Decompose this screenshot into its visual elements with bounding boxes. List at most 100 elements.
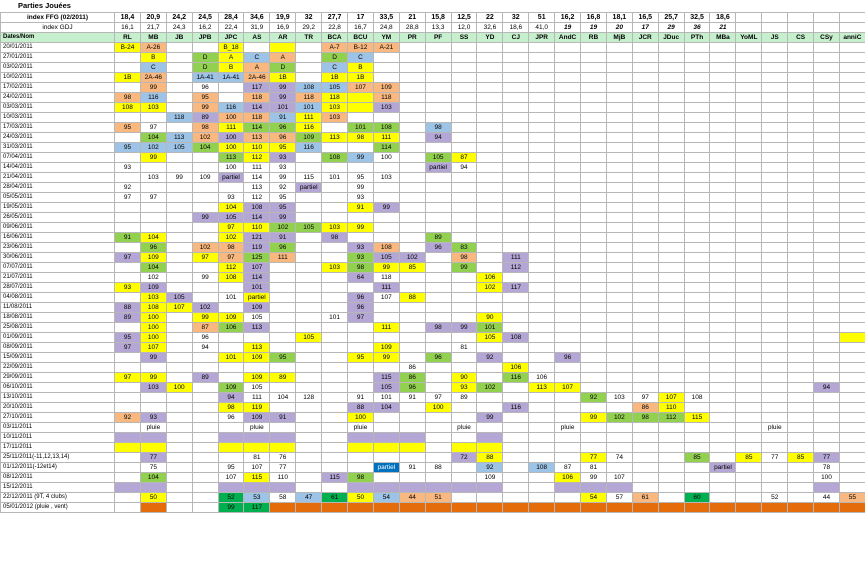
score-cell[interactable] bbox=[838, 122, 865, 133]
score-cell[interactable]: 107 bbox=[554, 382, 582, 393]
score-cell[interactable] bbox=[761, 262, 789, 273]
score-cell[interactable] bbox=[554, 122, 582, 133]
score-cell[interactable] bbox=[580, 52, 607, 63]
date-cell[interactable]: 16/06/2011 bbox=[0, 232, 115, 243]
score-cell[interactable]: 112 bbox=[657, 412, 685, 423]
date-cell[interactable]: 03/03/2011 bbox=[0, 102, 115, 113]
score-cell[interactable] bbox=[631, 352, 659, 363]
score-cell[interactable] bbox=[838, 382, 865, 393]
score-cell[interactable] bbox=[605, 262, 633, 273]
score-cell[interactable] bbox=[114, 462, 141, 473]
score-cell[interactable] bbox=[398, 62, 426, 73]
gdj-index-cell[interactable]: 16,2 bbox=[191, 22, 219, 33]
gdj-index-cell[interactable]: 29 bbox=[657, 22, 685, 33]
score-cell[interactable]: 115 bbox=[295, 172, 323, 183]
score-cell[interactable] bbox=[191, 352, 219, 363]
score-cell[interactable] bbox=[813, 52, 840, 63]
score-cell[interactable] bbox=[321, 282, 349, 293]
score-cell[interactable] bbox=[269, 382, 297, 393]
score-cell[interactable] bbox=[657, 132, 685, 143]
ffg-index-cell[interactable] bbox=[813, 12, 840, 23]
score-cell[interactable]: pluie bbox=[243, 422, 271, 433]
score-cell[interactable] bbox=[398, 302, 426, 313]
score-cell[interactable] bbox=[450, 432, 478, 443]
ffg-index-cell[interactable]: 16,2 bbox=[554, 12, 582, 23]
player-header-cell[interactable]: JS bbox=[761, 32, 789, 43]
score-cell[interactable] bbox=[398, 412, 426, 423]
score-cell[interactable]: 96 bbox=[424, 242, 452, 253]
score-cell[interactable] bbox=[191, 422, 219, 433]
score-cell[interactable] bbox=[191, 292, 219, 303]
score-cell[interactable] bbox=[476, 292, 504, 303]
score-cell[interactable] bbox=[631, 112, 659, 123]
score-cell[interactable] bbox=[502, 222, 530, 233]
score-cell[interactable] bbox=[372, 502, 400, 513]
score-cell[interactable] bbox=[165, 402, 193, 413]
score-cell[interactable] bbox=[709, 232, 737, 243]
score-cell[interactable] bbox=[217, 302, 245, 313]
score-cell[interactable]: D bbox=[191, 52, 219, 63]
score-cell[interactable]: 98 bbox=[347, 472, 374, 483]
score-cell[interactable]: 105 bbox=[321, 82, 349, 93]
score-cell[interactable]: 97 bbox=[217, 222, 245, 233]
score-cell[interactable] bbox=[398, 502, 426, 513]
score-cell[interactable] bbox=[269, 432, 297, 443]
score-cell[interactable]: 115 bbox=[683, 412, 711, 423]
score-cell[interactable] bbox=[657, 102, 685, 113]
player-header-cell[interactable]: BCA bbox=[321, 32, 349, 43]
score-cell[interactable] bbox=[165, 502, 193, 513]
score-cell[interactable] bbox=[605, 132, 633, 143]
score-cell[interactable] bbox=[683, 402, 711, 413]
date-cell[interactable]: 31/03/2011 bbox=[0, 142, 115, 153]
score-cell[interactable]: A bbox=[217, 52, 245, 63]
score-cell[interactable]: 107 bbox=[243, 262, 271, 273]
score-cell[interactable]: 117 bbox=[243, 82, 271, 93]
score-cell[interactable] bbox=[838, 72, 865, 83]
player-header-cell[interactable]: CS bbox=[787, 32, 815, 43]
score-cell[interactable]: 61 bbox=[321, 492, 349, 503]
score-cell[interactable] bbox=[735, 142, 763, 153]
score-cell[interactable] bbox=[502, 312, 530, 323]
score-cell[interactable] bbox=[580, 172, 607, 183]
player-header-cell[interactable]: AR bbox=[269, 32, 297, 43]
score-cell[interactable] bbox=[502, 232, 530, 243]
player-header-cell[interactable]: PF bbox=[424, 32, 452, 43]
score-cell[interactable] bbox=[502, 422, 530, 433]
score-cell[interactable] bbox=[813, 412, 840, 423]
score-cell[interactable] bbox=[657, 252, 685, 263]
score-cell[interactable] bbox=[424, 312, 452, 323]
score-cell[interactable] bbox=[657, 272, 685, 283]
score-cell[interactable] bbox=[605, 272, 633, 283]
score-cell[interactable] bbox=[295, 192, 323, 203]
score-cell[interactable] bbox=[424, 72, 452, 83]
score-cell[interactable] bbox=[657, 502, 685, 513]
score-cell[interactable] bbox=[735, 62, 763, 73]
score-cell[interactable]: 94 bbox=[813, 382, 840, 393]
score-cell[interactable]: 111 bbox=[243, 162, 271, 173]
score-cell[interactable] bbox=[735, 132, 763, 143]
score-cell[interactable] bbox=[398, 212, 426, 223]
score-cell[interactable] bbox=[580, 482, 607, 493]
score-cell[interactable]: 116 bbox=[502, 402, 530, 413]
score-cell[interactable] bbox=[709, 332, 737, 343]
score-cell[interactable] bbox=[321, 162, 349, 173]
score-cell[interactable]: 104 bbox=[269, 392, 297, 403]
score-cell[interactable] bbox=[347, 332, 374, 343]
gdj-index-cell[interactable]: 22,4 bbox=[217, 22, 245, 33]
score-cell[interactable]: 108 bbox=[217, 272, 245, 283]
score-cell[interactable] bbox=[838, 132, 865, 143]
score-cell[interactable] bbox=[735, 492, 763, 503]
ffg-index-cell[interactable]: 33,5 bbox=[372, 12, 400, 23]
ffg-index-cell[interactable] bbox=[787, 12, 815, 23]
score-cell[interactable] bbox=[502, 322, 530, 333]
score-cell[interactable] bbox=[398, 242, 426, 253]
score-cell[interactable] bbox=[631, 142, 659, 153]
date-cell[interactable]: 29/09/2011 bbox=[0, 372, 115, 383]
score-cell[interactable] bbox=[398, 452, 426, 463]
score-cell[interactable] bbox=[631, 202, 659, 213]
score-cell[interactable] bbox=[580, 242, 607, 253]
score-cell[interactable] bbox=[347, 112, 374, 123]
score-cell[interactable] bbox=[114, 52, 141, 63]
score-cell[interactable] bbox=[761, 302, 789, 313]
score-cell[interactable] bbox=[787, 252, 815, 263]
